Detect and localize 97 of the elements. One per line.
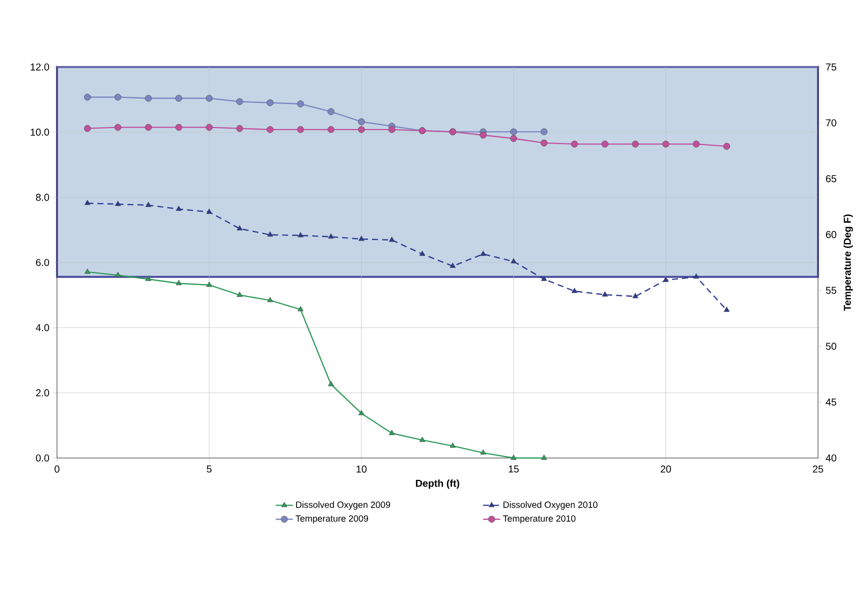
point <box>419 250 426 256</box>
y-tick-label: 8.0 <box>36 194 50 201</box>
point <box>358 236 364 241</box>
x-tick-label: 0 <box>54 466 60 473</box>
point <box>388 430 395 436</box>
y2-tick-label: 55 <box>826 286 836 294</box>
x-tick-label: 5 <box>206 466 212 473</box>
point <box>358 126 365 133</box>
point <box>358 410 364 416</box>
point <box>297 126 304 133</box>
point <box>236 292 243 297</box>
point <box>388 126 396 133</box>
legend-label: Dissolved Oxygen 2010 <box>504 501 598 510</box>
point <box>510 128 518 136</box>
point <box>328 233 334 239</box>
point <box>632 292 638 298</box>
point <box>450 442 456 448</box>
x-tick-label: 20 <box>660 466 671 473</box>
point <box>176 206 182 211</box>
point <box>176 280 182 286</box>
point <box>328 380 334 386</box>
x-tick-label: 10 <box>356 466 367 473</box>
y2-tick-label: 65 <box>826 175 836 182</box>
legend-label: Temperature 2010 <box>502 515 576 524</box>
y-tick-label: 10.0 <box>30 128 50 136</box>
point <box>114 272 121 278</box>
point <box>206 208 212 214</box>
point <box>480 250 486 256</box>
point <box>358 118 365 126</box>
point <box>662 140 670 148</box>
point <box>236 125 244 132</box>
point <box>693 273 700 279</box>
y2-axis-title: Temperature (Deg F) <box>844 214 853 311</box>
point <box>419 436 426 442</box>
point <box>510 258 517 264</box>
x-tick-label: 15 <box>508 466 519 473</box>
point <box>602 140 608 148</box>
point <box>84 125 91 132</box>
legend-label: Temperature 2009 <box>296 515 368 524</box>
point <box>84 268 90 274</box>
point <box>84 200 90 205</box>
point <box>114 200 121 206</box>
point <box>298 232 304 238</box>
point <box>540 140 548 146</box>
point <box>266 126 274 133</box>
point <box>298 306 304 312</box>
y-tick-label: 4.0 <box>36 324 50 332</box>
point <box>480 449 486 455</box>
y-tick-label: 0.0 <box>36 454 50 462</box>
y2-tick-label: 40 <box>826 454 836 462</box>
y2-tick-label: 45 <box>826 398 836 406</box>
x-axis-title: Depth (ft) <box>416 479 460 489</box>
point <box>723 142 730 150</box>
point <box>175 94 182 102</box>
y-tick-label: 12.0 <box>30 63 50 71</box>
point <box>267 231 274 237</box>
point <box>266 99 274 106</box>
point <box>145 202 152 207</box>
point <box>328 126 334 133</box>
point <box>328 108 334 116</box>
point <box>540 128 548 136</box>
point <box>236 98 244 106</box>
point <box>450 262 456 268</box>
y-tick-label: 2.0 <box>36 389 50 396</box>
point <box>175 124 182 131</box>
point <box>480 132 487 139</box>
y-tick-label: 6.0 <box>36 258 50 266</box>
point <box>541 454 548 460</box>
point <box>114 94 122 101</box>
legend-label: Dissolved Oxygen 2009 <box>296 501 390 510</box>
x-tick-label: 25 <box>812 466 824 473</box>
point <box>662 276 669 282</box>
point <box>144 124 152 131</box>
point <box>632 140 639 148</box>
point <box>114 124 122 131</box>
point <box>267 296 274 302</box>
y2-tick-label: 50 <box>826 342 836 350</box>
point <box>692 140 700 148</box>
point <box>510 454 517 460</box>
y2-tick-label: 75 <box>826 64 836 70</box>
point <box>388 236 395 242</box>
point <box>144 94 152 102</box>
point <box>206 282 212 287</box>
y2-tick-label: 70 <box>826 119 836 126</box>
point <box>541 276 548 281</box>
point <box>206 94 213 102</box>
point <box>724 306 730 312</box>
point <box>236 225 243 230</box>
point <box>206 124 213 131</box>
point <box>602 291 608 297</box>
point <box>84 94 91 101</box>
point <box>572 288 578 293</box>
point <box>145 276 152 281</box>
point <box>571 140 578 148</box>
point <box>510 135 518 142</box>
y2-tick-label: 60 <box>826 231 836 238</box>
point <box>297 100 304 108</box>
